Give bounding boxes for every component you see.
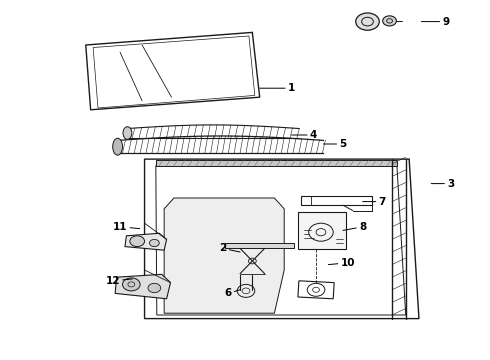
Text: 1: 1 bbox=[260, 83, 295, 93]
Text: 3: 3 bbox=[431, 179, 454, 189]
Circle shape bbox=[383, 16, 396, 26]
Ellipse shape bbox=[113, 138, 122, 155]
Polygon shape bbox=[164, 198, 284, 313]
Polygon shape bbox=[125, 233, 167, 250]
Circle shape bbox=[148, 283, 161, 293]
Circle shape bbox=[130, 236, 145, 247]
Text: 5: 5 bbox=[323, 139, 346, 149]
Circle shape bbox=[122, 278, 140, 291]
Text: 9: 9 bbox=[421, 17, 449, 27]
Text: 6: 6 bbox=[224, 288, 240, 298]
Text: 8: 8 bbox=[343, 222, 366, 232]
FancyBboxPatch shape bbox=[298, 212, 346, 249]
Circle shape bbox=[356, 13, 379, 30]
Text: 7: 7 bbox=[363, 197, 386, 207]
Text: 11: 11 bbox=[113, 222, 140, 232]
Polygon shape bbox=[225, 243, 294, 248]
Ellipse shape bbox=[123, 127, 132, 139]
Polygon shape bbox=[156, 160, 397, 166]
Text: 12: 12 bbox=[105, 276, 132, 286]
Circle shape bbox=[149, 239, 159, 247]
Text: 2: 2 bbox=[220, 243, 240, 253]
Polygon shape bbox=[115, 274, 171, 299]
Text: 10: 10 bbox=[328, 258, 355, 268]
Text: 4: 4 bbox=[292, 130, 318, 140]
